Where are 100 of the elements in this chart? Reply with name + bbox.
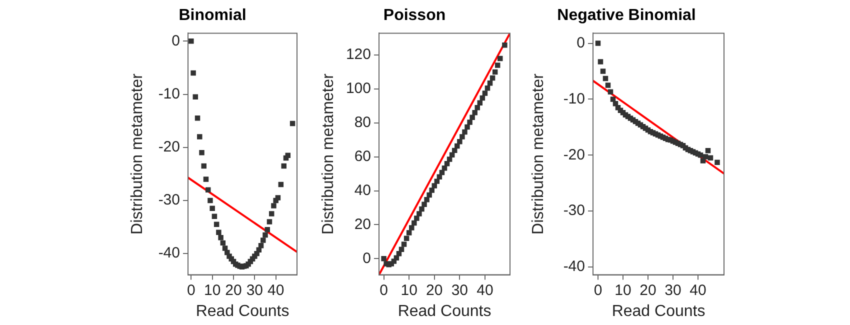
chart-title: Negative Binomial (557, 7, 696, 24)
point (702, 154, 708, 160)
point (484, 86, 490, 91)
point (381, 256, 386, 262)
y-tick-label: 0 (362, 250, 371, 267)
y-tick-label: -20 (158, 138, 180, 156)
y-tick-label: -30 (563, 202, 585, 220)
point (208, 198, 213, 204)
point (394, 255, 400, 260)
point (419, 206, 424, 212)
x-tick-label: 10 (400, 282, 418, 299)
point (460, 134, 465, 140)
point (426, 192, 432, 198)
point (595, 40, 601, 46)
point (205, 187, 211, 192)
y-tick-label: 60 (354, 148, 371, 166)
point (698, 152, 704, 158)
point (406, 230, 412, 236)
y-tick-label: -10 (158, 85, 180, 102)
x-tick-label: 40 (476, 282, 494, 299)
point (422, 202, 427, 208)
point (416, 211, 422, 216)
point (610, 96, 616, 102)
point (608, 89, 614, 95)
x-tick-label: 20 (640, 282, 656, 299)
chart-title: Binomial (178, 7, 246, 24)
point (188, 38, 194, 44)
point (266, 219, 272, 224)
point (467, 120, 472, 125)
point (414, 216, 420, 221)
point (222, 246, 228, 251)
y-tick-label: 120 (346, 46, 371, 64)
point (212, 214, 218, 220)
point (705, 148, 711, 154)
x-tick-label: 10 (204, 282, 221, 299)
point (409, 225, 414, 230)
point (197, 134, 202, 140)
point (436, 174, 442, 180)
point (220, 240, 226, 246)
y-tick-label: -40 (563, 258, 585, 276)
point (472, 110, 478, 116)
x-tick-label: 30 (451, 282, 468, 299)
point (502, 42, 508, 48)
point (401, 242, 407, 247)
point (602, 76, 608, 82)
point (600, 68, 606, 74)
point (444, 161, 450, 166)
y-tick-label: -20 (563, 146, 585, 164)
point (256, 247, 262, 252)
point (264, 227, 270, 232)
point (271, 203, 276, 208)
point (216, 230, 222, 235)
point (446, 156, 452, 162)
point (203, 176, 209, 182)
x-tick-label: 40 (690, 282, 706, 299)
point (262, 232, 268, 238)
y-tick-label: -30 (158, 192, 180, 209)
y-tick-label: -10 (563, 90, 585, 108)
x-tick-label: 30 (246, 282, 264, 299)
x-axis-title: Read Counts (612, 302, 706, 320)
point (260, 238, 266, 243)
x-tick-label: 0 (380, 282, 388, 299)
point (192, 94, 198, 100)
point (494, 62, 500, 68)
point (474, 105, 480, 110)
point (194, 116, 200, 121)
point (439, 170, 445, 176)
x-axis-title: Read Counts (196, 302, 290, 320)
point (492, 69, 498, 75)
point (290, 120, 296, 126)
point (434, 178, 440, 184)
x-tick-label: 10 (614, 282, 632, 299)
y-tick-label: 0 (576, 34, 585, 52)
y-axis-title: Distribution metameter (320, 72, 338, 234)
point (462, 129, 468, 135)
point (454, 143, 460, 149)
point (612, 101, 618, 106)
x-tick-label: 40 (267, 282, 284, 299)
point (490, 75, 496, 81)
point (498, 56, 503, 62)
y-tick-label: 100 (346, 80, 371, 98)
y-tick-label: 80 (354, 114, 371, 132)
x-tick-label: 0 (594, 282, 602, 299)
point (605, 82, 611, 88)
y-tick-label: -40 (158, 244, 180, 262)
chart-title: Poisson (383, 7, 446, 24)
x-tick-label: 0 (187, 282, 196, 299)
point (201, 163, 206, 169)
x-tick-label: 20 (225, 282, 242, 299)
point (412, 220, 417, 226)
point (210, 206, 215, 212)
point (432, 183, 438, 188)
point (487, 80, 493, 86)
y-axis-title: Distribution metameter (530, 72, 548, 234)
point (258, 242, 264, 248)
point (598, 59, 604, 64)
point (482, 90, 488, 96)
y-axis-title: Distribution metameter (129, 72, 146, 234)
point (285, 152, 291, 158)
y-tick-label: 0 (172, 32, 180, 50)
